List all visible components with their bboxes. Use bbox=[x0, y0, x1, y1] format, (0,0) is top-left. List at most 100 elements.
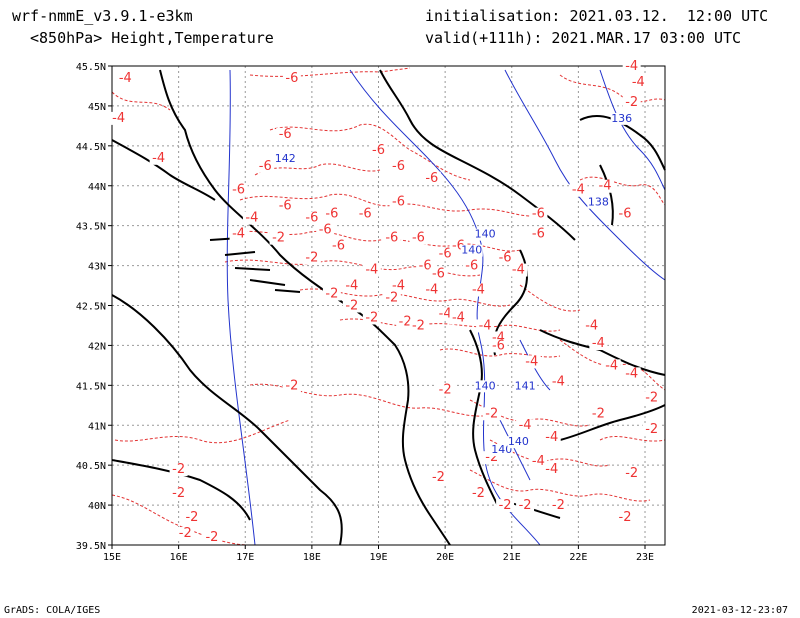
temperature-label-bg bbox=[436, 383, 455, 397]
temperature-label-bg bbox=[522, 355, 541, 369]
temperature-label-bg bbox=[362, 263, 381, 277]
temperature-label: -6 bbox=[492, 338, 505, 353]
temperature-label-bg bbox=[389, 159, 408, 173]
temperature-label: -2 bbox=[645, 390, 658, 405]
temperature-label: -4 bbox=[519, 418, 532, 433]
temperature-label-bg bbox=[329, 239, 348, 253]
temperature-label-bg bbox=[389, 279, 408, 293]
temperature-label-bg bbox=[622, 59, 641, 73]
temperature-label: -2 bbox=[305, 251, 318, 266]
temperature-label-bg bbox=[449, 311, 468, 325]
lat-tick-label: 43.5N bbox=[76, 222, 106, 233]
lat-tick-label: 44N bbox=[88, 182, 106, 193]
temperature-label-bg bbox=[242, 211, 261, 225]
temperature-label-bg bbox=[462, 259, 481, 273]
field-title: <850hPa> Height,Temperature bbox=[30, 29, 274, 47]
temperature-label-bg bbox=[589, 407, 608, 421]
temperature-label-bg bbox=[589, 337, 608, 351]
temperature-label: -2 bbox=[185, 510, 198, 525]
temperature-label-bg bbox=[469, 487, 488, 501]
lon-tick-label: 22E bbox=[569, 552, 587, 563]
temperature-label: -2 bbox=[399, 314, 412, 329]
temperature-label: -4 bbox=[512, 263, 525, 278]
temperature-label-bg bbox=[409, 319, 428, 333]
lat-tick-label: 40.5N bbox=[76, 461, 106, 472]
height-label: 140 bbox=[475, 228, 496, 241]
temperature-label-bg bbox=[529, 207, 548, 221]
temperature-label-bg bbox=[602, 359, 621, 373]
temperature-label-bg bbox=[642, 391, 661, 405]
latitude-axis: 39.5N 40N 40.5N 41N 41.5N 42N 42.5N 43N 43.5N 44N… bbox=[76, 62, 112, 552]
temperature-label-bg bbox=[282, 379, 301, 393]
render-timestamp: 2021-03-12-23:07 bbox=[691, 605, 788, 616]
temperature-label-bg bbox=[622, 367, 641, 381]
lon-tick-label: 17E bbox=[236, 552, 254, 563]
height-label-bg bbox=[507, 436, 530, 449]
temperature-label: -4 bbox=[479, 318, 492, 333]
temperature-label: -6 bbox=[332, 239, 345, 254]
temperature-label: -2 bbox=[172, 486, 185, 501]
temperature-label: -4 bbox=[625, 366, 638, 381]
temperature-label: -2 bbox=[285, 378, 298, 393]
temperature-label: -4 bbox=[232, 227, 245, 242]
height-label: 141 bbox=[515, 379, 536, 392]
lat-tick-label: 45N bbox=[88, 102, 106, 113]
temperature-label-bg bbox=[516, 499, 535, 513]
temperature-label-bg bbox=[529, 227, 548, 241]
temperature-label: -6 bbox=[419, 259, 432, 274]
height-label: 140 bbox=[508, 435, 529, 448]
temperature-label-bg bbox=[382, 231, 401, 245]
temperature-label: -4 bbox=[572, 183, 585, 198]
temperature-label: -6 bbox=[532, 227, 545, 242]
temperature-label: -4 bbox=[439, 306, 452, 321]
temperature-label: -2 bbox=[625, 95, 638, 110]
height-label-bg bbox=[460, 244, 483, 257]
temperature-label: -6 bbox=[385, 231, 398, 246]
temperature-label-bg bbox=[422, 283, 441, 297]
height-label: 140 bbox=[491, 443, 512, 456]
temperature-label-bg bbox=[316, 223, 335, 237]
temperature-label: -4 bbox=[625, 59, 638, 74]
lon-tick-label: 16E bbox=[170, 552, 188, 563]
temperature-label-bg bbox=[322, 207, 341, 221]
temperature-label-bg bbox=[362, 311, 381, 325]
temperature-label-bg bbox=[422, 171, 441, 185]
temperature-label-bg bbox=[182, 511, 201, 525]
temperature-label-bg bbox=[616, 511, 635, 525]
height-label-bg bbox=[490, 444, 513, 457]
temperature-label: -4 bbox=[472, 283, 485, 298]
temperature-label-bg bbox=[369, 143, 388, 157]
temperature-label: -2 bbox=[625, 466, 638, 481]
temperature-label: -2 bbox=[499, 498, 512, 513]
lat-tick-label: 43N bbox=[88, 262, 106, 273]
lon-tick-label: 23E bbox=[636, 552, 654, 563]
temperature-label: -2 bbox=[325, 287, 338, 302]
temperature-label-bg bbox=[629, 75, 648, 89]
temperature-label-bg bbox=[596, 179, 615, 193]
temperature-label: -2 bbox=[472, 486, 485, 501]
temperature-label: -2 bbox=[645, 422, 658, 437]
temperature-label-bg bbox=[342, 279, 361, 293]
temperature-label-bg bbox=[469, 283, 488, 297]
temperature-label-bg bbox=[176, 527, 195, 541]
initialisation-time: initialisation: 2021.03.12. 12:00 UTC bbox=[425, 7, 769, 25]
lon-tick-label: 15E bbox=[103, 552, 121, 563]
temperature-label-bg bbox=[482, 407, 501, 421]
temperature-label: -4 bbox=[585, 318, 598, 333]
temperature-label: -6 bbox=[439, 247, 452, 262]
temperature-label: -4 bbox=[425, 283, 438, 298]
temperature-label-bg bbox=[409, 231, 428, 245]
temperature-label: -6 bbox=[325, 207, 338, 222]
temperature-label: -2 bbox=[412, 318, 425, 333]
temperature-label-bg bbox=[582, 319, 601, 333]
lat-tick-label: 42N bbox=[88, 341, 106, 352]
height-label-bg bbox=[610, 112, 633, 125]
temperature-label: -4 bbox=[525, 354, 538, 369]
height-label-bg bbox=[587, 196, 610, 209]
temperature-label-bg bbox=[622, 95, 641, 109]
temperature-label: -4 bbox=[545, 462, 558, 477]
grads-credit: GrADS: COLA/IGES bbox=[4, 605, 101, 616]
temperature-label: -2 bbox=[485, 406, 498, 421]
